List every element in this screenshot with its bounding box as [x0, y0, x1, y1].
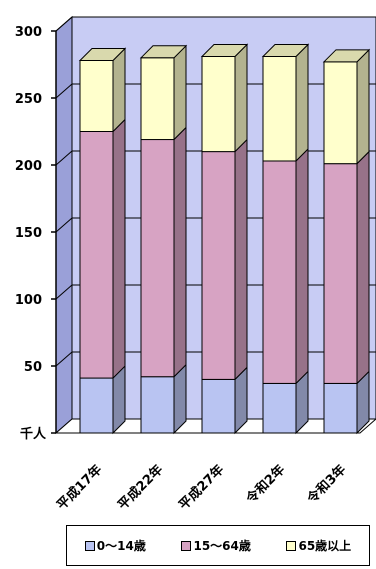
y-tick-label: 200	[15, 159, 42, 174]
bar-front	[323, 382, 358, 434]
gridline-side	[55, 217, 73, 233]
y-unit-label: 千人	[20, 426, 47, 442]
bar-front	[140, 57, 175, 141]
legend-label: 15～64歳	[193, 539, 251, 553]
y-tick-label: 150	[15, 226, 42, 241]
legend-swatch	[181, 540, 192, 551]
bar-front	[262, 55, 297, 162]
bar-front	[201, 378, 236, 434]
bar-side	[356, 150, 370, 385]
bar-front	[323, 61, 358, 165]
y-tick-label: 50	[24, 360, 42, 375]
legend-item: 65歳以上	[286, 537, 351, 554]
bar-top	[322, 49, 371, 63]
bar-front	[323, 163, 358, 384]
legend-item: 0～14歳	[84, 537, 146, 554]
x-tick-label: 平成17年	[54, 462, 106, 514]
y-tick-label: 250	[15, 92, 42, 107]
bars	[78, 43, 371, 435]
bar-front	[201, 55, 236, 153]
bar-front	[79, 131, 114, 379]
x-tick-label: 平成27年	[176, 462, 228, 514]
x-tick-label: 平成22年	[115, 462, 167, 514]
bar-top	[78, 47, 127, 61]
legend-item: 15～64歳	[181, 537, 251, 554]
bar-front	[79, 59, 114, 132]
x-tick-label: 令和3年	[304, 462, 349, 507]
gridline-side	[55, 351, 73, 367]
bar-side	[234, 43, 248, 153]
legend-swatch	[84, 540, 95, 551]
legend-label: 0～14歳	[96, 539, 146, 553]
y-tick-label: 100	[15, 293, 42, 308]
bar-front	[140, 376, 175, 434]
bar-side	[295, 43, 309, 163]
bar-side	[112, 47, 126, 133]
bar-side	[173, 126, 187, 378]
bar-front	[262, 382, 297, 434]
y-tick-label: 300	[15, 25, 42, 40]
bar-side	[112, 118, 126, 380]
bar-front	[79, 377, 114, 434]
gridline-side	[55, 150, 73, 166]
bar-side	[173, 44, 187, 141]
gridline-side	[55, 284, 73, 300]
bar-top	[139, 45, 188, 59]
legend-swatch	[286, 540, 297, 551]
bar-side	[356, 48, 370, 165]
x-tick-label: 令和2年	[243, 462, 288, 507]
bar-front	[201, 151, 236, 380]
legend: 0～14歳 15～64歳 65歳以上	[66, 525, 370, 566]
gridline-side	[55, 83, 73, 99]
y-axis: 千人 50 100 150 200 250 300	[15, 25, 57, 442]
bar-front	[140, 139, 175, 378]
bar-top	[200, 43, 249, 57]
bar-side	[295, 147, 309, 385]
bar-top	[261, 43, 310, 57]
x-axis: 平成17年 平成22年 平成27年 令和2年 令和3年	[54, 462, 350, 514]
gridline-side	[55, 16, 73, 32]
bar-side	[234, 138, 248, 381]
bar-front	[262, 160, 297, 384]
legend-label: 65歳以上	[298, 539, 352, 553]
